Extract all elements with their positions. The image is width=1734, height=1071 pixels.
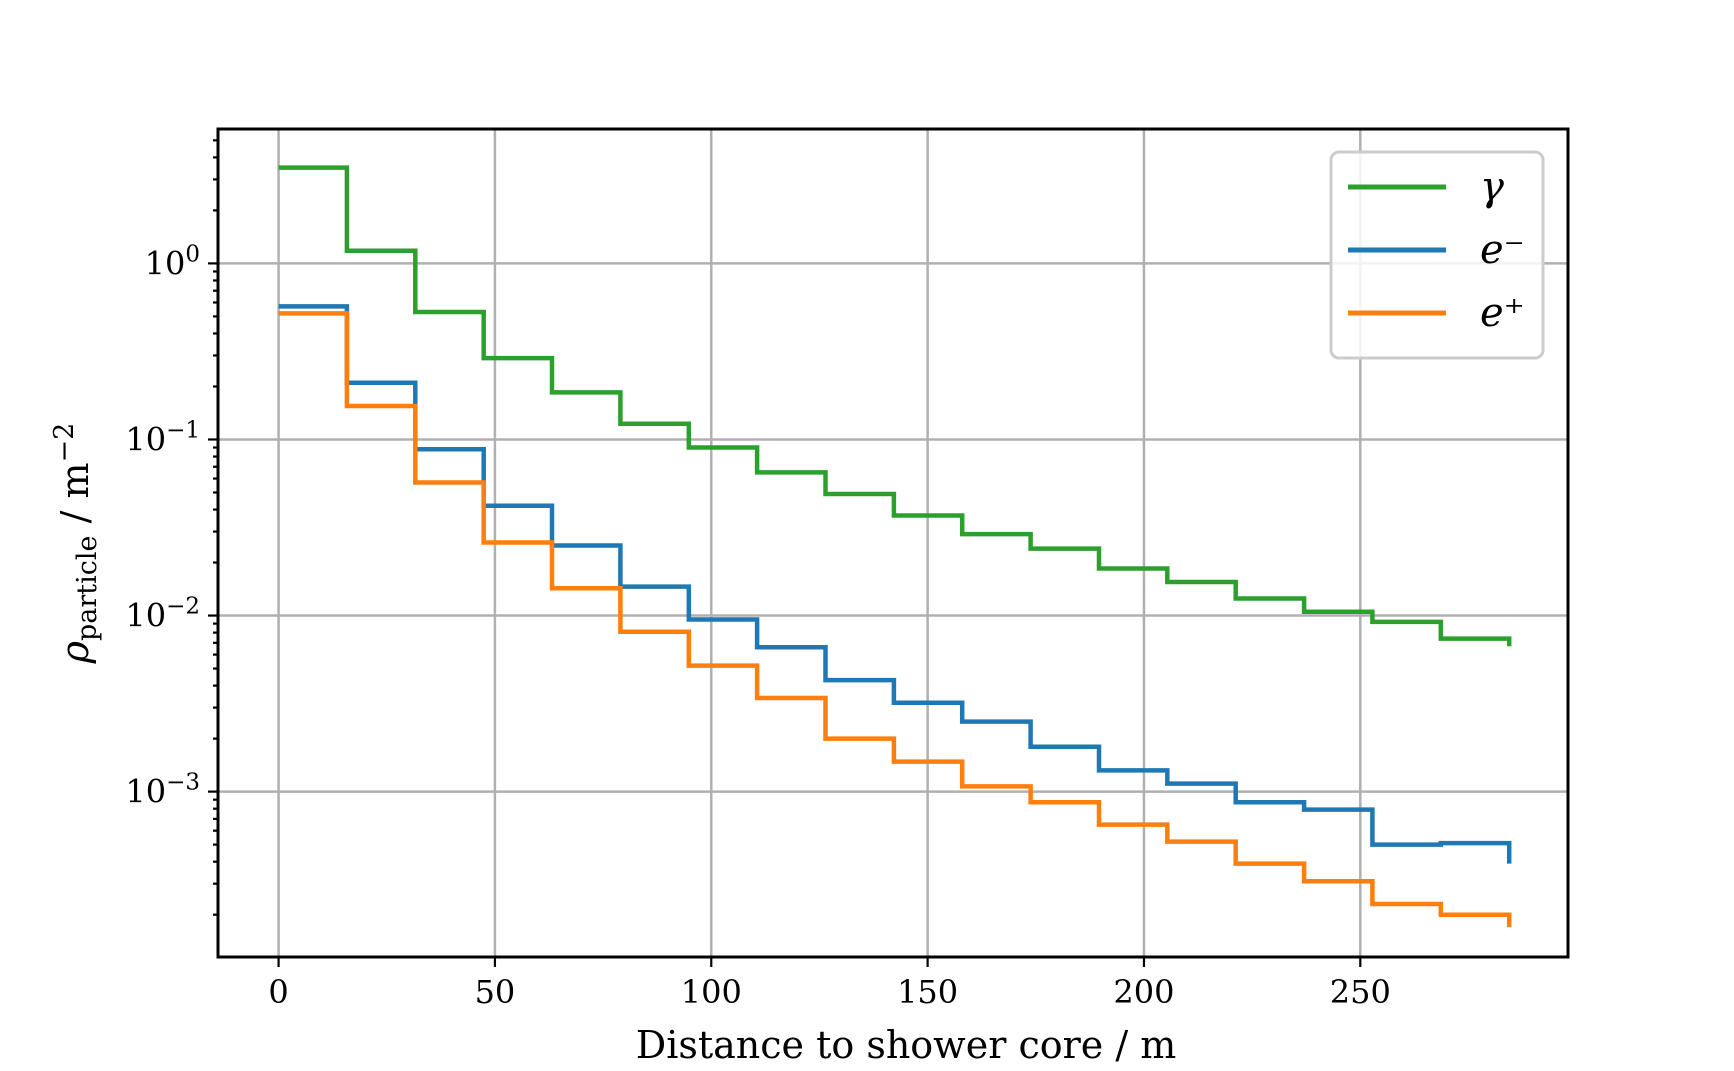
legend: γ e⁻ e⁺ (1329, 150, 1545, 360)
x-tick-label: 250 (1330, 973, 1391, 1011)
series-line (278, 165, 1512, 647)
x-tick-label: 150 (897, 973, 958, 1011)
x-tick-label: 100 (681, 973, 742, 1011)
y-tick-label: 10−3 (125, 770, 200, 811)
y-axis-subscript: particle (72, 535, 103, 641)
y-axis-unit: / m (53, 462, 97, 535)
legend-label: γ (1480, 164, 1504, 210)
legend-label: e⁻ (1480, 227, 1525, 273)
y-axis-title: ρparticle / m−2 (49, 423, 103, 665)
x-tick-label: 200 (1113, 973, 1174, 1011)
series-line (278, 304, 1512, 864)
y-tick-label: 10−1 (125, 417, 200, 458)
x-tick-label: 50 (475, 973, 516, 1011)
plot-series (278, 165, 1512, 928)
y-tick-label: 10−2 (125, 594, 200, 635)
y-axis-title-text: ρparticle / m−2 (49, 423, 103, 665)
x-axis-title: Distance to shower core / m (636, 1023, 1177, 1067)
legend-box (1329, 150, 1545, 360)
x-tick-label: 0 (268, 973, 288, 1011)
y-tick-label: 100 (145, 241, 200, 282)
plot-frame (216, 127, 1570, 959)
axis-ticks: 0 50 100 150 200 250 100 10−1 10−2 10−3 (125, 139, 1391, 1011)
legend-label: e⁺ (1480, 290, 1525, 336)
y-axis-unit-exponent: −2 (49, 423, 80, 463)
y-axis-symbol: ρ (53, 640, 97, 664)
series-line (278, 311, 1512, 928)
